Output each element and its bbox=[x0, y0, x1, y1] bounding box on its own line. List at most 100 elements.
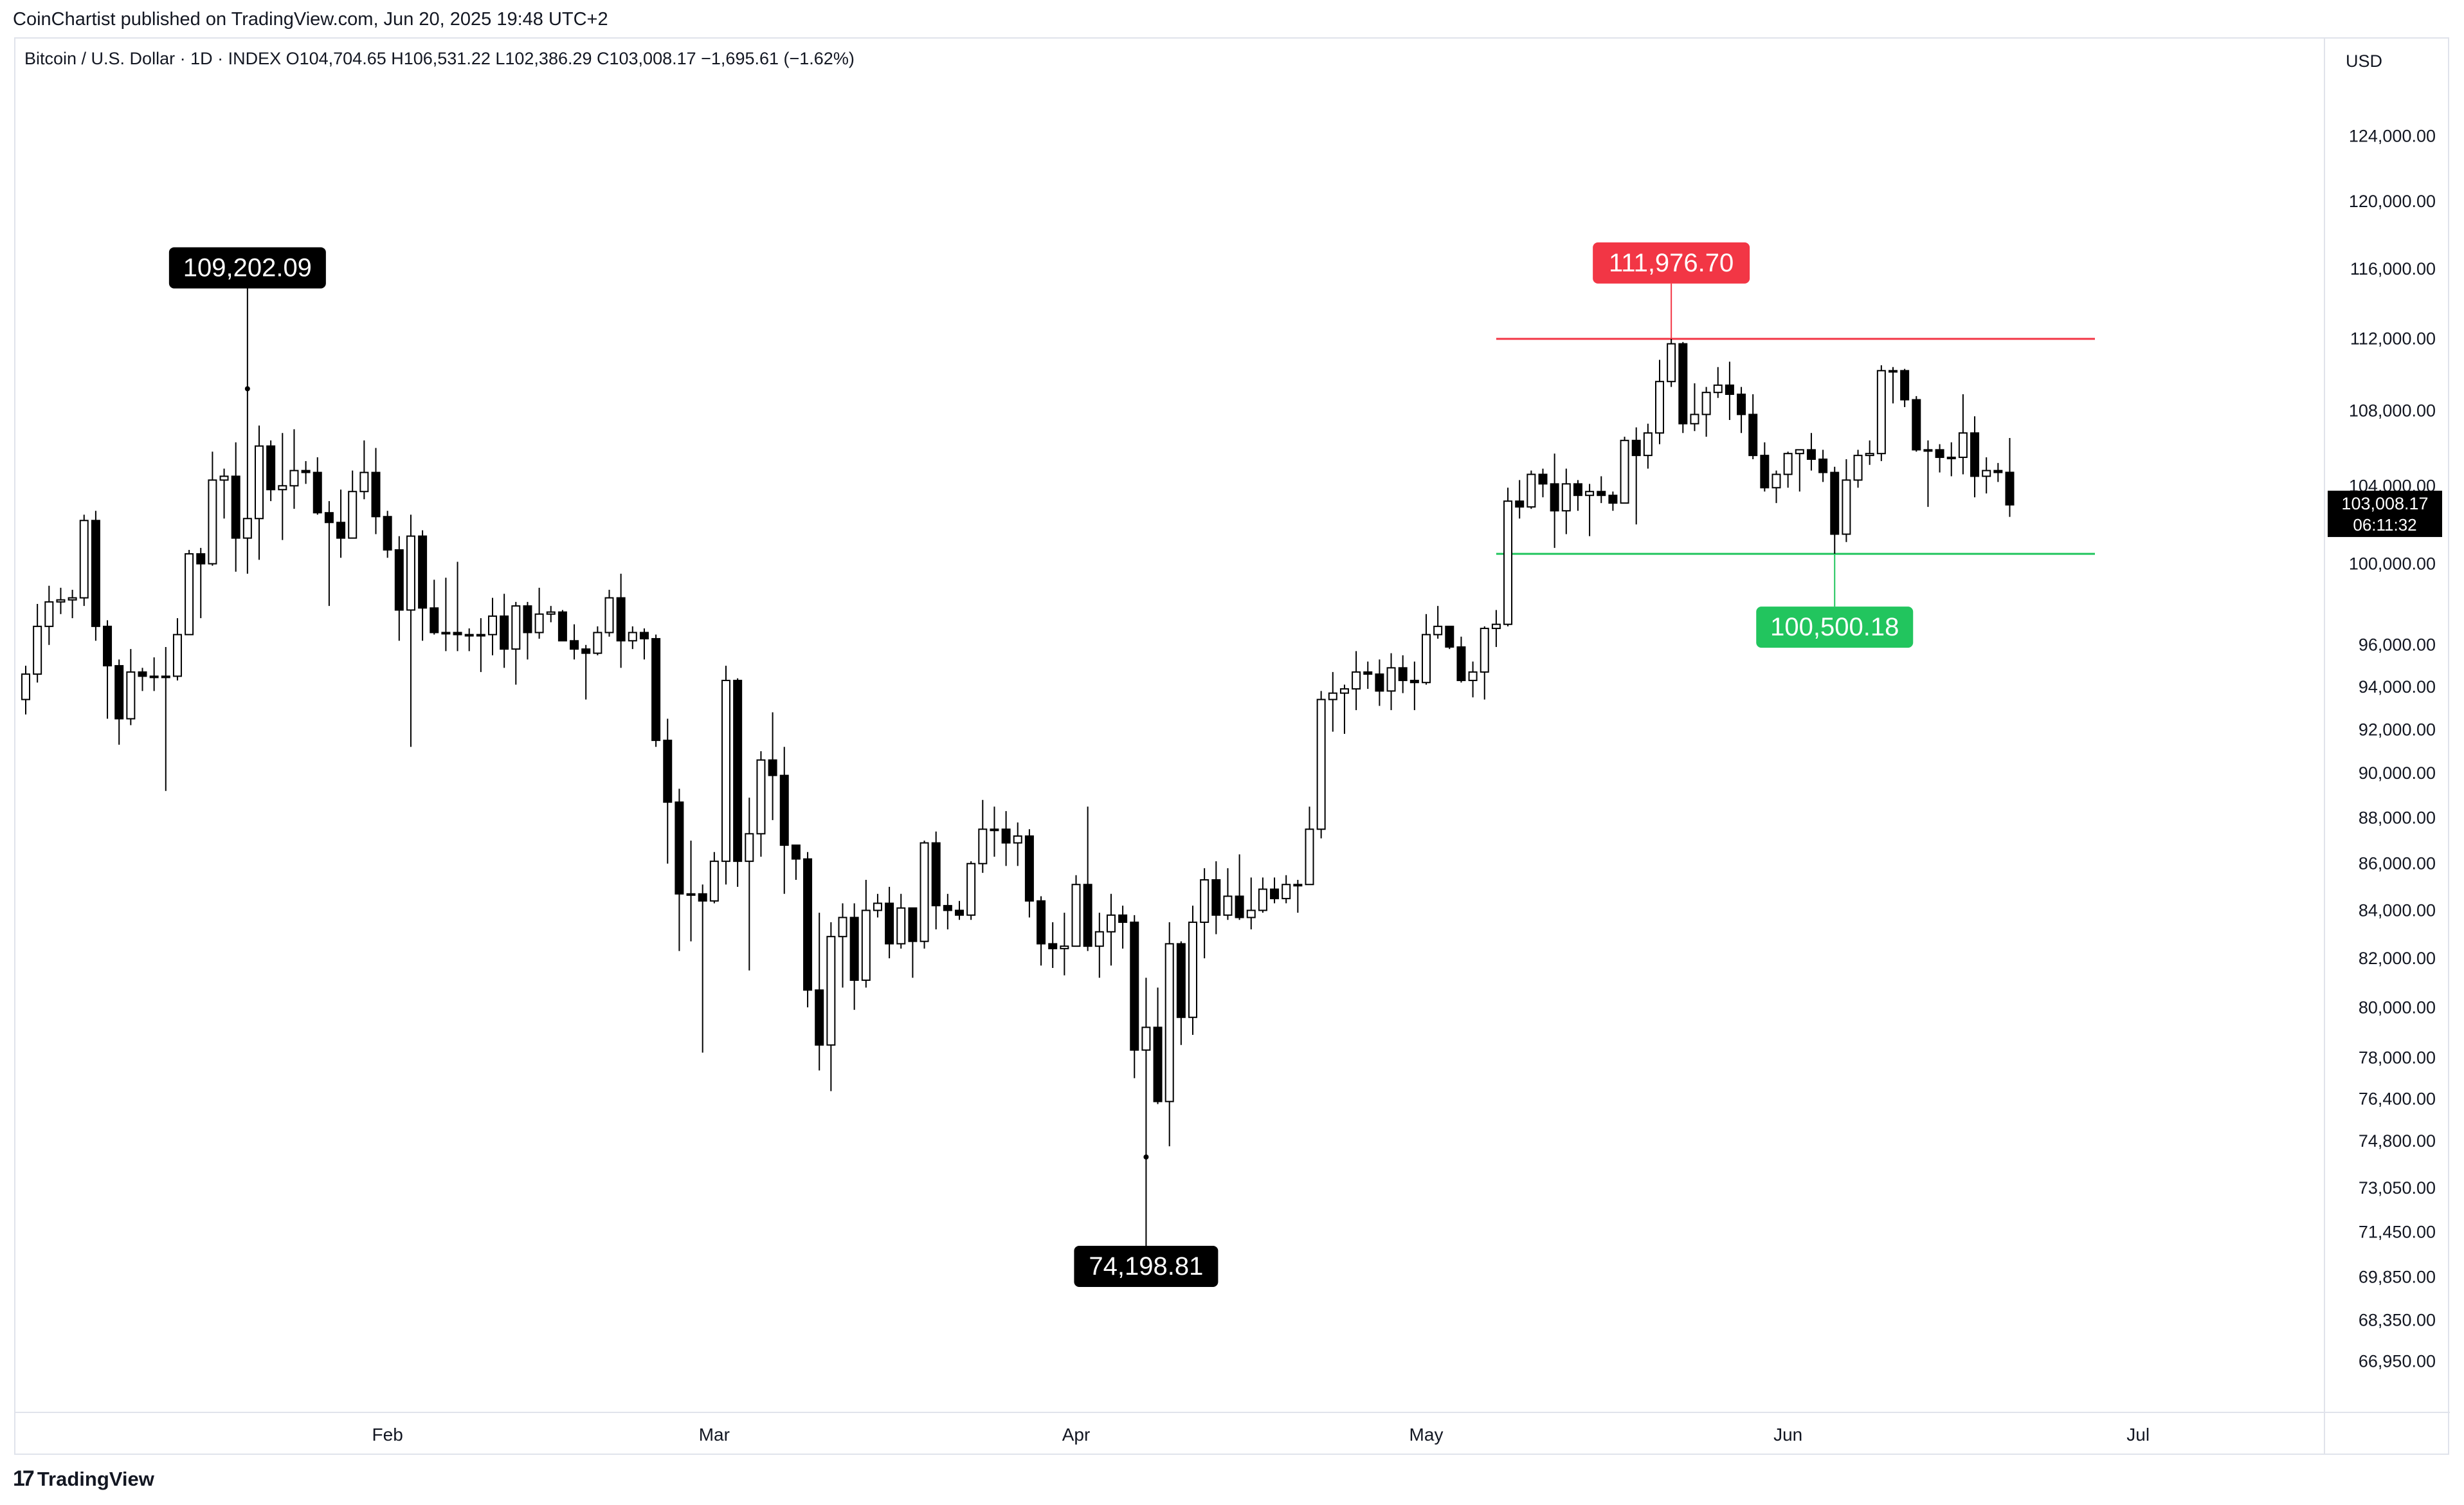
candle bbox=[359, 440, 369, 500]
candle-body bbox=[1024, 835, 1034, 902]
candle-body bbox=[978, 828, 988, 864]
candle bbox=[1585, 484, 1595, 536]
price-annotations: 109,202.09 111,976.70 100,500.18 74,198.81 bbox=[168, 242, 1914, 1287]
candle-body bbox=[1982, 470, 1991, 477]
candle bbox=[849, 903, 859, 1010]
candle-body bbox=[149, 675, 159, 679]
candle bbox=[1748, 394, 1758, 459]
candle bbox=[990, 807, 999, 857]
candle-body bbox=[464, 634, 474, 637]
price-annotation: 100,500.18 bbox=[1756, 554, 1914, 648]
candle bbox=[581, 644, 591, 700]
candle bbox=[779, 747, 789, 894]
candle bbox=[1305, 807, 1314, 886]
candle bbox=[1655, 360, 1664, 444]
candle-body bbox=[196, 553, 206, 565]
price-tick-label: 73,050.00 bbox=[2359, 1178, 2436, 1198]
candle bbox=[557, 610, 567, 642]
candle bbox=[1445, 625, 1454, 650]
candle bbox=[534, 587, 544, 639]
candle-body bbox=[990, 828, 999, 832]
candle-body bbox=[1806, 449, 1816, 460]
price-tick-label: 108,000.00 bbox=[2349, 401, 2436, 421]
candle bbox=[908, 907, 918, 978]
candle bbox=[1258, 877, 1267, 913]
candle-body bbox=[1667, 343, 1676, 383]
candle-body bbox=[1048, 943, 1058, 949]
last-price-box bbox=[2328, 490, 2442, 537]
time-tick-label: Jul bbox=[2126, 1425, 2150, 1445]
candle-body bbox=[1200, 879, 1209, 923]
tradingview-logo[interactable]: 17 TradingView bbox=[13, 1466, 154, 1491]
candle bbox=[126, 649, 136, 725]
candle-body bbox=[231, 475, 240, 539]
candle bbox=[1970, 416, 1980, 498]
time-tick-label: Apr bbox=[1062, 1425, 1091, 1445]
candle bbox=[1958, 394, 1968, 475]
candle-body bbox=[511, 605, 521, 650]
candle-body bbox=[242, 518, 252, 539]
candle-body bbox=[1422, 634, 1431, 684]
candle-body bbox=[570, 640, 579, 650]
candle-body bbox=[1223, 895, 1233, 916]
candle bbox=[1235, 854, 1244, 920]
candle-body bbox=[208, 479, 217, 565]
candle-body bbox=[56, 599, 66, 603]
candle-body bbox=[1573, 483, 1582, 497]
candle bbox=[1701, 387, 1711, 437]
candle bbox=[1071, 875, 1081, 947]
candle bbox=[324, 501, 334, 607]
candle-body bbox=[1912, 399, 1921, 451]
annotation-dot bbox=[1143, 1154, 1149, 1160]
candle-body bbox=[266, 445, 276, 491]
candle bbox=[21, 666, 30, 715]
candle bbox=[1060, 913, 1069, 976]
candle bbox=[745, 798, 754, 971]
price-tick-label: 96,000.00 bbox=[2359, 635, 2436, 655]
candle-body bbox=[1958, 432, 1968, 459]
candle bbox=[919, 840, 929, 949]
candle bbox=[686, 840, 696, 942]
price-tick-label: 82,000.00 bbox=[2359, 949, 2436, 968]
candle bbox=[570, 624, 579, 660]
candle bbox=[1200, 868, 1209, 958]
candle-body bbox=[815, 989, 824, 1046]
candle bbox=[511, 601, 521, 685]
candle bbox=[709, 852, 719, 904]
candle bbox=[441, 578, 451, 652]
candle-body bbox=[324, 512, 334, 524]
candle bbox=[371, 448, 381, 534]
price-tick-label: 80,000.00 bbox=[2359, 998, 2436, 1017]
candle-body bbox=[861, 909, 871, 981]
candle-body bbox=[348, 491, 358, 539]
candle-body bbox=[675, 801, 684, 895]
candle-body bbox=[1445, 625, 1454, 648]
candle-body bbox=[1526, 473, 1536, 508]
candle bbox=[196, 547, 206, 619]
price-tick-label: 78,000.00 bbox=[2359, 1048, 2436, 1068]
candle bbox=[383, 511, 392, 558]
candle bbox=[1526, 470, 1536, 509]
candle-body bbox=[1830, 471, 1840, 535]
candle-body bbox=[1339, 688, 1349, 694]
last-price-value: 103,008.17 bbox=[2341, 494, 2428, 513]
candle-body bbox=[1701, 392, 1711, 415]
candle bbox=[1667, 338, 1676, 387]
candle-body bbox=[1258, 888, 1267, 911]
candle-body bbox=[1118, 914, 1128, 923]
candle-body bbox=[1643, 432, 1653, 457]
candle bbox=[231, 442, 240, 572]
annotation-box bbox=[168, 247, 326, 289]
candle-body bbox=[126, 671, 136, 720]
time-tick-label: Feb bbox=[372, 1425, 403, 1445]
candle-body bbox=[966, 862, 976, 916]
candle-body bbox=[1631, 439, 1641, 457]
candle-body bbox=[1282, 884, 1291, 900]
candle-body bbox=[394, 549, 404, 611]
candle bbox=[873, 893, 882, 918]
candle bbox=[1013, 822, 1022, 866]
candle bbox=[1386, 653, 1396, 711]
candle-body bbox=[418, 535, 428, 609]
candle-body bbox=[838, 917, 847, 938]
